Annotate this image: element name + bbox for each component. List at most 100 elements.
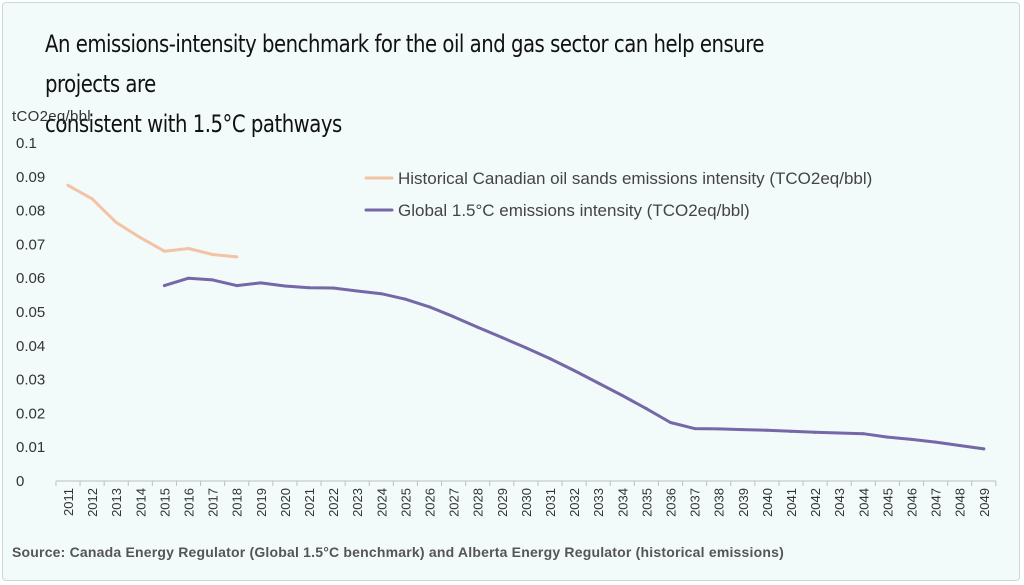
historical-data-point: [235, 255, 239, 259]
x-tick-label: 2046: [905, 488, 920, 517]
global-data-point: [958, 444, 962, 448]
global-data-point: [259, 281, 263, 285]
historical-data-point: [114, 220, 118, 224]
global-data-point: [837, 431, 841, 435]
global-data-point: [572, 368, 576, 372]
y-tick-label: 0.04: [16, 338, 45, 355]
x-tick-label: 2026: [423, 488, 438, 517]
x-tick-label: 2030: [519, 488, 534, 517]
y-tick-label: 0.01: [16, 439, 45, 456]
global-data-point: [452, 315, 456, 319]
global-data-point: [813, 430, 817, 434]
global-series-line: [162, 276, 986, 451]
historical-data-point: [138, 236, 142, 240]
x-tick-label: 2019: [254, 488, 269, 517]
x-tick-label: 2033: [591, 488, 606, 517]
global-data-point: [283, 284, 287, 288]
x-tick-label: 2013: [109, 488, 124, 517]
series-lines: [66, 183, 986, 451]
x-tick-label: 2016: [182, 488, 197, 517]
x-tick-label: 2029: [495, 488, 510, 517]
historical-data-point: [90, 197, 94, 201]
y-tick-label: 0: [16, 473, 24, 490]
global-data-point: [355, 289, 359, 293]
y-tick-label: 0.05: [16, 304, 45, 321]
global-data-point: [910, 437, 913, 441]
x-tick-label: 2027: [447, 488, 462, 517]
global-data-point: [162, 284, 166, 288]
global-data-point: [741, 428, 745, 432]
global-data-point: [620, 393, 624, 397]
global-data-point: [765, 428, 769, 432]
historical-data-point: [211, 253, 215, 257]
global-data-point: [717, 427, 721, 431]
x-tick-label: 2048: [953, 488, 968, 517]
chart-title: An emissions-intensity benchmark for the…: [45, 24, 783, 144]
y-tick-label: 0.07: [16, 236, 45, 253]
x-tick-label: 2024: [374, 488, 389, 517]
global-data-point: [669, 421, 672, 425]
x-tick-label: 2040: [760, 488, 775, 517]
x-tick-label: 2047: [929, 488, 944, 517]
global-data-point: [789, 429, 793, 433]
global-data-point: [524, 346, 528, 350]
x-tick-label: 2032: [567, 488, 582, 517]
y-tick-label: 0.08: [16, 203, 45, 220]
y-axis-unit-label: tCO2eq/bbl: [12, 108, 91, 125]
legend-label-global: Global 1.5°C emissions intensity (TCO2eq…: [398, 201, 750, 220]
global-data-point: [885, 435, 889, 439]
x-axis: 2011 2012 2013 2014 2015 2016 2017 2018 2019 2020…: [55, 480, 997, 517]
y-tick-label: 0.1: [16, 135, 37, 152]
x-tick-label: 2039: [736, 488, 751, 517]
global-data-point: [644, 407, 648, 411]
x-tick-label: 2025: [398, 488, 413, 517]
global-data-point: [548, 357, 552, 361]
x-tick-label: 2023: [350, 488, 365, 517]
global-data-point: [934, 440, 938, 444]
x-tick-label: 2021: [302, 488, 317, 517]
y-tick-labels: 0 0.01 0.02 0.03 0.04 0.05 0.06 0.07 0.08 0.09 0.1: [16, 135, 45, 490]
global-data-point: [379, 292, 383, 296]
historical-data-point: [187, 246, 190, 250]
global-data-point: [693, 427, 697, 431]
global-data-point: [211, 278, 215, 282]
x-tick-label: 2035: [639, 488, 654, 517]
global-data-point: [596, 381, 600, 385]
x-tick-label: 2044: [856, 488, 871, 517]
x-tick-label: 2018: [230, 488, 245, 517]
x-tick-label: 2034: [615, 488, 630, 517]
x-tick-label: 2028: [471, 488, 486, 517]
global-data-point: [187, 276, 190, 280]
x-tick-label: 2022: [326, 488, 341, 517]
historical-data-point: [162, 249, 166, 253]
chart-title-line-1: An emissions-intensity benchmark for the…: [45, 30, 765, 98]
global-data-point: [500, 335, 504, 339]
x-tick-label: 2020: [278, 488, 293, 517]
global-data-point: [982, 447, 986, 451]
x-tick-label: 2037: [688, 488, 703, 517]
global-data-point: [428, 305, 431, 309]
global-data-point: [235, 284, 239, 288]
y-tick-label: 0.06: [16, 270, 45, 287]
historical-data-point: [66, 183, 70, 187]
x-tick-label: 2015: [157, 488, 172, 517]
x-tick-label: 2012: [85, 488, 100, 517]
x-tick-label: 2049: [977, 488, 992, 517]
x-tick-label: 2011: [61, 488, 76, 516]
global-data-point: [861, 432, 865, 436]
legend: Historical Canadian oil sands emissions …: [364, 169, 872, 220]
x-tick-label: 2014: [133, 488, 148, 517]
global-data-point: [476, 325, 480, 329]
source-note: Source: Canada Energy Regulator (Global …: [12, 544, 784, 560]
x-tick-label: 2036: [664, 488, 679, 517]
legend-label-historical: Historical Canadian oil sands emissions …: [398, 169, 872, 188]
y-tick-label: 0.03: [16, 372, 45, 389]
y-tick-label: 0.02: [16, 405, 45, 422]
global-data-point: [403, 297, 407, 301]
x-tick-label: 2045: [880, 488, 895, 517]
x-tick-label: 2042: [808, 488, 823, 517]
x-tick-label: 2043: [832, 488, 847, 517]
x-tick-label: 2031: [543, 488, 558, 517]
